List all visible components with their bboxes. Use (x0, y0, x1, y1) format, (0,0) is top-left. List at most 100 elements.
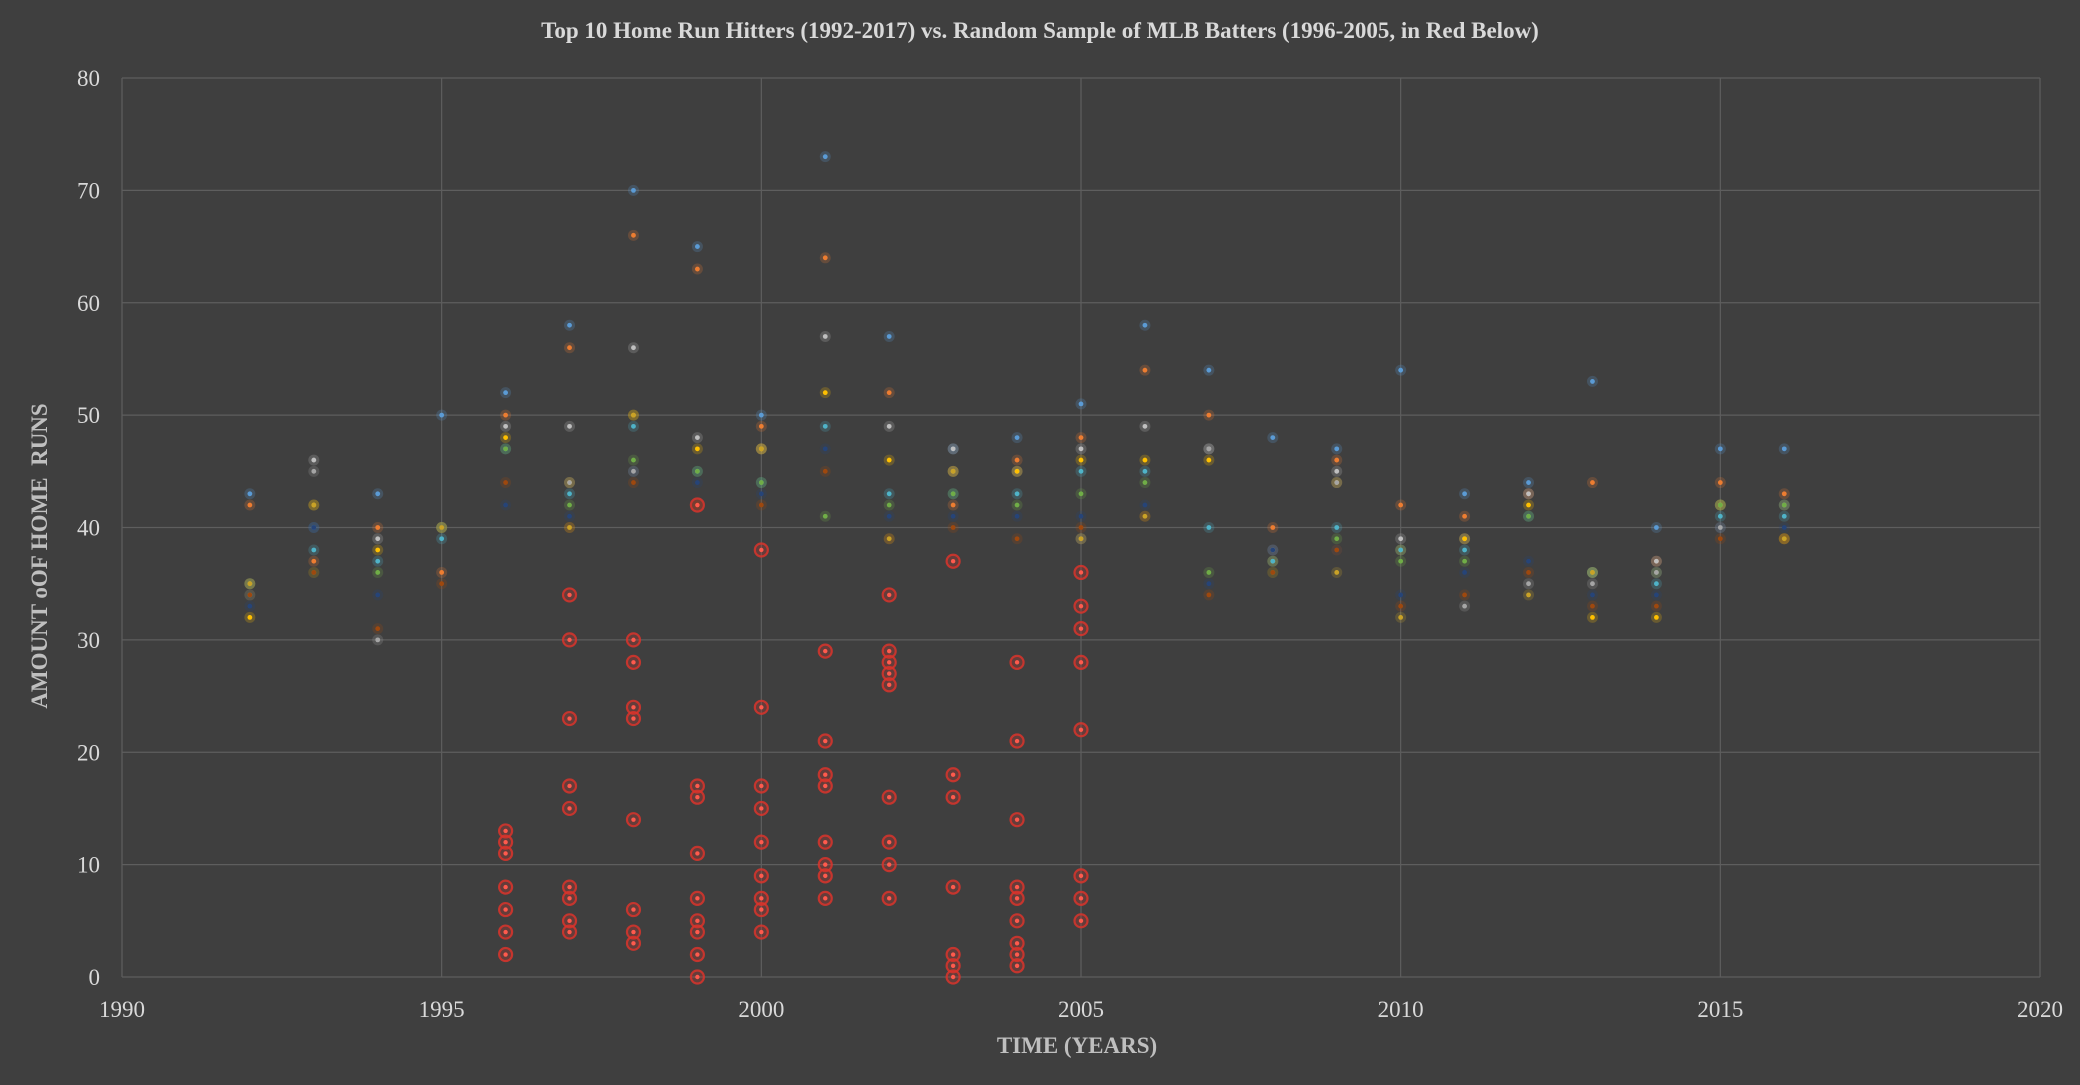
top10-point (1781, 513, 1787, 519)
sample-point-core (950, 795, 956, 800)
top10-point (439, 581, 445, 587)
top10-point (822, 513, 828, 519)
top10-point (886, 390, 892, 396)
top10-point (311, 457, 317, 463)
top10-point (1078, 468, 1084, 474)
top10-point (1206, 367, 1212, 373)
top10-point (1781, 525, 1787, 530)
top10-point (503, 390, 508, 396)
sample-point-core (503, 884, 508, 890)
top10-point (247, 581, 253, 587)
top10-point (1781, 446, 1787, 452)
top10-point (1142, 322, 1148, 328)
top10-point (567, 525, 572, 530)
top10-point (758, 423, 764, 429)
sample-point-core (1078, 626, 1084, 631)
top10-point (1654, 592, 1659, 598)
top10-point (375, 525, 381, 530)
sample-point-core (695, 795, 700, 800)
sample-point-core (631, 941, 636, 946)
top10-point (311, 570, 317, 575)
sample-point-core (695, 952, 700, 957)
top10-point (950, 525, 956, 530)
top10-point (1462, 570, 1467, 575)
top10-point (1014, 536, 1020, 542)
top10-point (439, 525, 445, 530)
top10-point (822, 154, 828, 160)
top10-point (567, 513, 572, 519)
sample-point-core (1014, 918, 1020, 924)
sample-point-core (567, 918, 572, 924)
sample-point-core (823, 862, 828, 867)
top10-point (1014, 457, 1020, 463)
top10-point (1334, 446, 1340, 452)
top10-point (1462, 536, 1467, 542)
y-tick-label: 10 (77, 853, 100, 878)
y-axis-label: AMOUNT oOF HOME RUNS (27, 403, 52, 708)
sample-point-core (1014, 738, 1020, 744)
top10-point (1270, 525, 1276, 530)
top10-point (758, 502, 764, 508)
sample-point-core (759, 929, 764, 935)
top10-point (1590, 379, 1595, 384)
top10-point (822, 334, 828, 339)
top10-point (1014, 502, 1020, 508)
top10-point (1078, 525, 1084, 530)
top10-point (1526, 502, 1531, 508)
top10-point (439, 536, 445, 542)
top10-point (1270, 547, 1276, 553)
top10-point (1526, 570, 1531, 575)
top10-point (886, 334, 892, 339)
top10-point (758, 412, 764, 418)
top10-point (1398, 603, 1404, 609)
top10-point (950, 513, 956, 519)
sample-point-core (503, 929, 508, 935)
sample-point-core (1014, 884, 1020, 890)
top10-point (1781, 491, 1787, 497)
sample-point-core (503, 851, 508, 856)
sample-point-core (950, 974, 956, 980)
top10-point (631, 457, 636, 463)
sample-point-core (759, 705, 764, 710)
x-tick-label: 2015 (1697, 997, 1743, 1022)
top10-point (695, 266, 700, 272)
sample-point-core (695, 502, 700, 508)
sample-point-core (503, 839, 508, 845)
top10-point (886, 536, 892, 542)
top10-point (1781, 502, 1787, 508)
top10-point (1526, 592, 1531, 598)
top10-point (1717, 525, 1723, 530)
top10-point (1590, 570, 1595, 575)
y-tick-label: 80 (77, 66, 100, 91)
top10-point (375, 558, 381, 564)
sample-point-core (1014, 660, 1020, 665)
top10-point (1142, 423, 1148, 429)
sample-point-core (567, 806, 572, 811)
sample-point-core (950, 963, 956, 968)
top10-point (758, 491, 764, 497)
top10-point (1781, 536, 1787, 542)
top10-point (311, 547, 317, 553)
top10-point (1078, 435, 1084, 440)
top10-point (311, 468, 317, 474)
top10-point (1078, 401, 1084, 407)
sample-point-core (823, 783, 828, 789)
top10-point (1142, 457, 1148, 463)
top10-point (1462, 558, 1467, 564)
top10-point (1654, 615, 1659, 620)
top10-point (1014, 491, 1020, 497)
top10-point (503, 502, 508, 508)
sample-point-core (1014, 817, 1020, 822)
top10-point (1142, 502, 1148, 508)
top10-point (1717, 480, 1723, 485)
sample-point-core (887, 648, 892, 654)
top10-point (247, 615, 253, 620)
top10-point (1462, 547, 1467, 553)
sample-point-core (823, 738, 828, 744)
sample-point-core (887, 896, 892, 901)
sample-point-core (567, 896, 572, 901)
sample-point-core (1078, 873, 1084, 879)
top10-point (822, 468, 828, 474)
top10-point (1398, 592, 1404, 598)
top10-point (439, 570, 445, 575)
